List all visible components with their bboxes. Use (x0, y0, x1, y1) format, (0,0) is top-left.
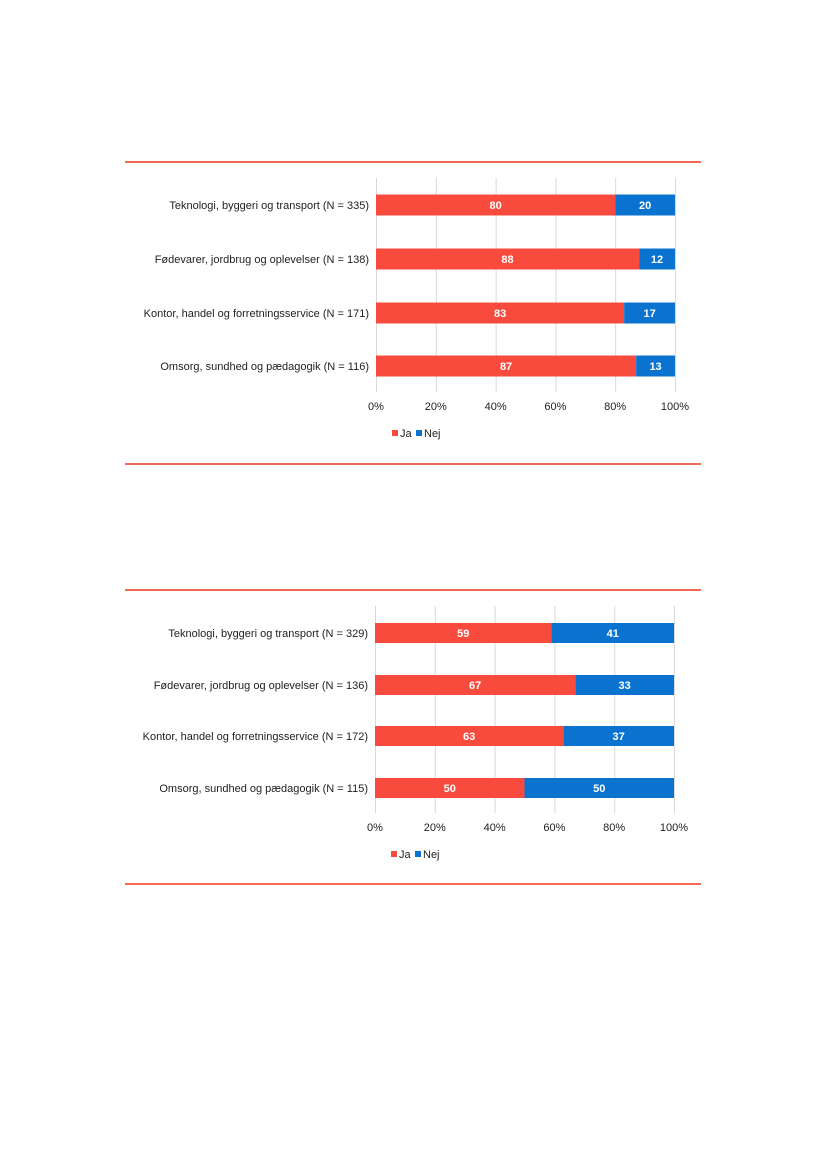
chart-1: 0% 20% 40% 60% 80% 100% Teknologi, byggeri og … (144, 178, 689, 440)
legend-label: Ja (400, 428, 413, 440)
category-label: Fødevarer, jordbrug og oplevelser (N = 1… (154, 680, 368, 692)
bar-ja (376, 194, 616, 216)
x-tick-label: 80% (603, 822, 625, 834)
data-label: 80 (489, 200, 501, 212)
data-label: 87 (500, 361, 512, 373)
x-tick-label: 60% (543, 822, 565, 834)
data-label: 50 (593, 783, 605, 795)
x-tick-label: 60% (544, 401, 566, 413)
x-tick-label: 20% (425, 401, 447, 413)
bar-ja (375, 726, 564, 746)
legend-swatch-ja (391, 851, 397, 857)
data-label: 41 (607, 628, 619, 640)
bar-nej (639, 248, 675, 270)
x-tick-label: 20% (424, 822, 446, 834)
data-label: 63 (463, 731, 475, 743)
bar-ja (376, 355, 637, 377)
bar-ja (376, 248, 640, 270)
bar-nej (563, 726, 674, 746)
data-label: 20 (639, 200, 651, 212)
x-tick-label: 100% (661, 401, 689, 413)
x-tick-label: 40% (485, 401, 507, 413)
category-label: Omsorg, sundhed og pædagogik (N = 115) (159, 783, 368, 795)
x-tick-label: 0% (368, 401, 384, 413)
data-label: 83 (494, 308, 506, 320)
legend-swatch-ja (392, 430, 398, 436)
bar-ja (376, 302, 625, 324)
x-tick-label: 40% (484, 822, 506, 834)
bar-ja (375, 623, 552, 643)
legend-label: Nej (423, 849, 440, 861)
bar-nej (575, 675, 674, 695)
legend-label: Ja (399, 849, 412, 861)
bar-ja (375, 675, 576, 695)
data-label: 88 (501, 254, 513, 266)
chart-1-bottom-rule (125, 463, 701, 465)
bar-nej (524, 778, 674, 798)
bar-nej (615, 194, 675, 216)
chart-2-top-rule (125, 589, 701, 591)
legend-swatch-nej (416, 430, 422, 436)
x-tick-label: 100% (660, 822, 688, 834)
legend-label: Nej (424, 428, 441, 440)
x-tick-label: 0% (367, 822, 383, 834)
data-label: 33 (619, 680, 631, 692)
bar-nej (636, 355, 675, 377)
data-label: 12 (651, 254, 663, 266)
x-tick-label: 80% (604, 401, 626, 413)
data-label: 17 (643, 308, 655, 320)
bar-ja (375, 778, 525, 798)
data-label: 37 (613, 731, 625, 743)
category-label: Fødevarer, jordbrug og oplevelser (N = 1… (155, 254, 369, 266)
bar-nej (624, 302, 675, 324)
data-label: 59 (457, 628, 469, 640)
category-label: Kontor, handel og forretningsservice (N … (143, 731, 368, 743)
chart-2: 0% 20% 40% 60% 80% 100% Teknologi, byggeri og … (143, 606, 688, 861)
chart-2-bottom-rule (125, 883, 701, 885)
data-label: 13 (649, 361, 661, 373)
chart-1-top-rule (125, 161, 701, 163)
category-label: Omsorg, sundhed og pædagogik (N = 116) (160, 361, 369, 373)
category-label: Kontor, handel og forretningsservice (N … (144, 308, 369, 320)
data-label: 67 (469, 680, 481, 692)
data-label: 50 (444, 783, 456, 795)
legend-swatch-nej (415, 851, 421, 857)
category-label: Teknologi, byggeri og transport (N = 335… (169, 200, 369, 212)
bar-nej (551, 623, 674, 643)
category-label: Teknologi, byggeri og transport (N = 329… (168, 628, 368, 640)
